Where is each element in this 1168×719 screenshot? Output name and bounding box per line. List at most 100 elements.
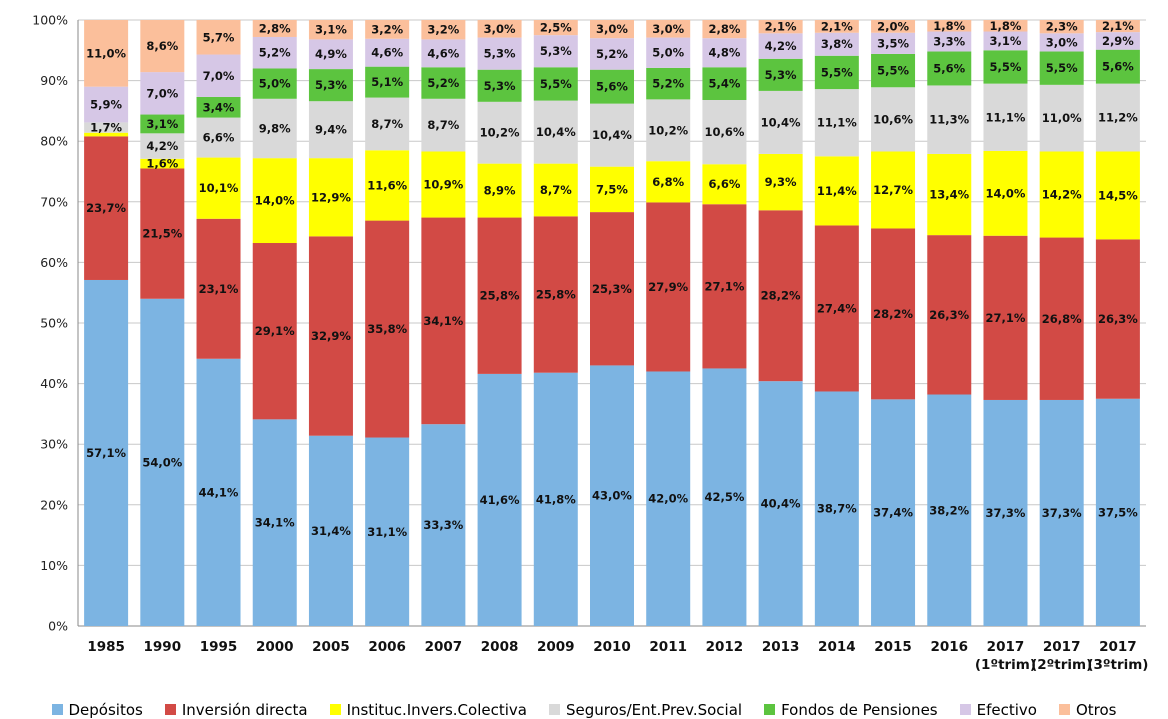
data-label: 5,2% xyxy=(427,76,459,90)
data-label: 4,2% xyxy=(765,39,797,53)
bar-segment xyxy=(758,210,803,382)
data-label: 11,3% xyxy=(929,113,969,127)
legend-swatch xyxy=(51,704,63,715)
bar-segment xyxy=(196,117,241,158)
bar-segment xyxy=(477,163,522,218)
bar-segment xyxy=(196,157,241,219)
data-label: 2,8% xyxy=(708,22,740,36)
bar-segment xyxy=(533,35,578,68)
x-category-label: (1ºtrim) xyxy=(975,657,1036,673)
bar-segment xyxy=(1039,84,1084,152)
data-label: 57,1% xyxy=(86,446,126,460)
data-label: 10,1% xyxy=(199,181,239,195)
data-label: 26,3% xyxy=(1098,312,1138,326)
bar-segment xyxy=(1039,51,1084,85)
data-label: 3,2% xyxy=(371,22,403,36)
data-label: 8,6% xyxy=(146,39,178,53)
bar-segment xyxy=(84,279,129,626)
x-category-label: 2017 xyxy=(1043,639,1081,655)
bar-segment xyxy=(702,164,747,205)
legend-item: Inversión directa xyxy=(164,701,308,719)
bar-segment xyxy=(927,31,972,52)
bar-segment xyxy=(365,66,410,98)
bar-segment xyxy=(927,394,972,626)
x-category-label: 2012 xyxy=(706,639,744,655)
bar-segment xyxy=(533,163,578,217)
bar-segment xyxy=(927,51,972,86)
data-label: 3,0% xyxy=(1046,35,1078,49)
bar-segment xyxy=(814,225,859,392)
data-label: 4,2% xyxy=(146,139,178,153)
bar-segment xyxy=(927,20,972,32)
x-category-label: 2008 xyxy=(481,639,519,655)
bar-segment xyxy=(533,20,578,36)
x-category-label: 2017 xyxy=(987,639,1025,655)
data-label: 32,9% xyxy=(311,329,351,343)
data-label: 7,0% xyxy=(203,69,235,83)
data-label: 5,6% xyxy=(596,80,628,94)
data-label: 9,8% xyxy=(259,121,291,135)
bar-segment xyxy=(140,133,185,159)
data-label: 23,1% xyxy=(199,282,239,296)
bar-segment xyxy=(421,67,466,99)
data-label: 1,8% xyxy=(933,19,965,33)
data-label: 25,8% xyxy=(480,289,520,303)
data-label: 2,0% xyxy=(877,19,909,33)
data-label: 5,3% xyxy=(484,79,516,93)
bar-segment xyxy=(983,399,1028,626)
x-category-label: 2006 xyxy=(368,639,406,655)
bar-segment xyxy=(252,243,297,420)
data-label: 3,0% xyxy=(652,22,684,36)
bar-segment xyxy=(1039,151,1084,238)
data-label: 1,8% xyxy=(990,19,1022,33)
y-tick-label: 10% xyxy=(40,558,68,573)
data-label: 5,5% xyxy=(877,64,909,78)
x-category-label: (2ºtrim) xyxy=(1031,657,1092,673)
bar-segment xyxy=(140,158,185,169)
bar-segment xyxy=(308,39,353,70)
bar-segment xyxy=(252,20,297,37)
bar-segment xyxy=(477,69,522,102)
data-label: 1,6% xyxy=(146,157,178,171)
x-category-label: 2005 xyxy=(312,639,350,655)
bar-segment xyxy=(477,37,522,70)
y-tick-label: 80% xyxy=(40,134,68,149)
bar-segment xyxy=(983,235,1028,400)
data-label: 8,9% xyxy=(484,184,516,198)
data-label: 5,6% xyxy=(1102,60,1134,74)
data-label: 27,9% xyxy=(648,280,688,294)
data-label: 11,0% xyxy=(86,46,126,60)
bar-segment xyxy=(814,32,859,56)
data-label: 11,6% xyxy=(367,178,407,192)
data-label: 5,0% xyxy=(652,46,684,60)
data-label: 2,3% xyxy=(1046,20,1078,34)
stacked-bar-chart: 57,1% 23,7% 1,7% 5,9% 11,0% 54,0% 21,5% 1,6% 4,2… xyxy=(32,13,1148,674)
data-label: 37,3% xyxy=(986,506,1026,520)
bar-segment xyxy=(871,151,916,229)
bar-segment xyxy=(477,101,522,164)
data-label: 25,3% xyxy=(592,282,632,296)
bar-segment xyxy=(927,235,972,395)
bar-segment xyxy=(1039,399,1084,626)
data-label: 14,5% xyxy=(1098,188,1138,202)
bar-segment xyxy=(533,100,578,164)
bar-segment xyxy=(421,20,466,40)
legend-label: Efectivo xyxy=(976,700,1037,719)
y-tick-label: 30% xyxy=(40,437,68,452)
data-label: 10,9% xyxy=(423,178,463,192)
data-label: 37,5% xyxy=(1098,505,1138,519)
x-category-label: (3ºtrim) xyxy=(1087,657,1148,673)
data-label: 5,2% xyxy=(652,77,684,91)
data-label: 40,4% xyxy=(761,497,801,511)
bar-segment xyxy=(84,122,129,133)
bar-segment xyxy=(252,68,297,99)
y-tick-label: 100% xyxy=(32,13,68,28)
data-label: 10,6% xyxy=(873,112,913,126)
data-label: 3,0% xyxy=(484,22,516,36)
bar-segment xyxy=(646,202,691,372)
data-label: 4,6% xyxy=(371,46,403,60)
bar-segment xyxy=(1095,20,1140,33)
bar-segment xyxy=(1039,33,1084,52)
bar-segment xyxy=(927,85,972,154)
data-label: 5,5% xyxy=(1046,61,1078,75)
